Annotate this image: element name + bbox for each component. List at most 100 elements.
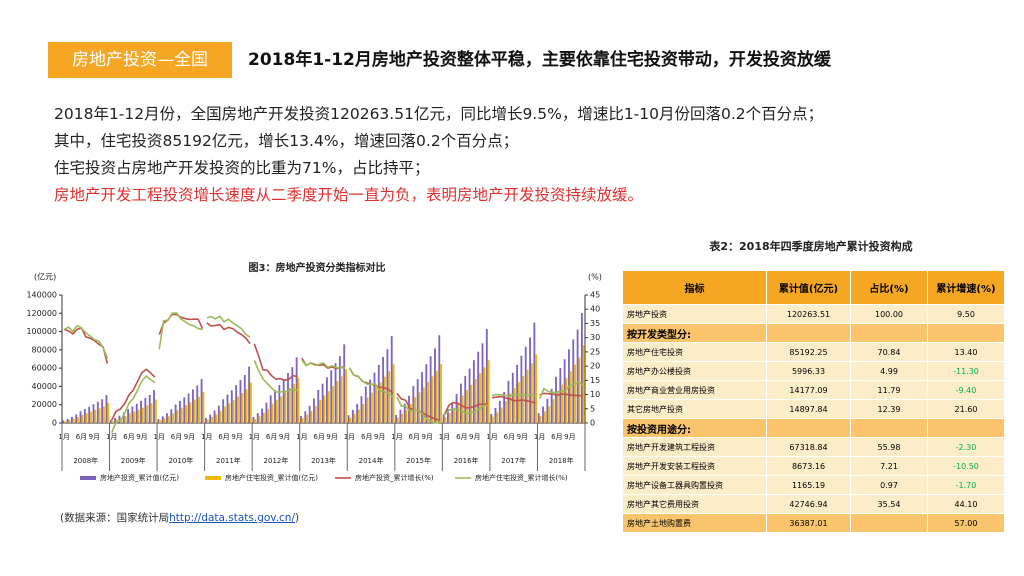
year-label: 2013年 bbox=[311, 456, 336, 465]
table-row: 房地产住宅投资 85192.25 70.84 13.40 bbox=[622, 342, 1005, 362]
bar bbox=[241, 392, 244, 423]
body-line: 住宅投资占房地产开发投资的比重为71%，占比持平； bbox=[54, 159, 430, 177]
bar bbox=[412, 386, 415, 423]
legend-label: 房地产投资_累计值(亿元) bbox=[100, 473, 179, 482]
bar bbox=[345, 369, 347, 423]
y2-tick-label: 20 bbox=[590, 362, 600, 371]
y2-axis-label: (%) bbox=[588, 273, 602, 282]
bar bbox=[92, 404, 95, 423]
bar bbox=[464, 376, 467, 423]
bar bbox=[330, 370, 333, 423]
table-row: 房地产开发安装工程投资 8673.16 7.21 -10.50 bbox=[622, 456, 1005, 476]
year-label: 2009年 bbox=[121, 456, 146, 465]
bar bbox=[340, 376, 343, 423]
bar bbox=[196, 385, 199, 423]
y-tick-label: 60000 bbox=[32, 364, 57, 373]
bar bbox=[185, 405, 188, 423]
bar bbox=[379, 382, 382, 423]
legend-label: 房地产投资_累计增长(%) bbox=[355, 473, 434, 482]
bar bbox=[395, 415, 397, 423]
bar bbox=[466, 390, 468, 423]
bar bbox=[578, 357, 581, 423]
bar bbox=[209, 414, 212, 423]
bar bbox=[79, 411, 82, 423]
x-tick-label: 1月 bbox=[249, 433, 260, 441]
bar bbox=[438, 335, 441, 423]
bar bbox=[128, 413, 131, 423]
bar bbox=[529, 337, 531, 423]
bar bbox=[447, 408, 449, 423]
x-tick-label: 6月 bbox=[171, 433, 182, 441]
header-cell: 累计值(亿元) bbox=[766, 270, 851, 305]
bar bbox=[284, 392, 287, 423]
bar bbox=[258, 416, 261, 423]
table-cell: 其它房地产投资 bbox=[622, 399, 767, 419]
bar bbox=[287, 373, 289, 423]
table-cell: 44.10 bbox=[927, 494, 1005, 514]
bar bbox=[239, 380, 242, 423]
table-cell: -1.70 bbox=[927, 475, 1005, 495]
y-tick-label: 20000 bbox=[32, 400, 57, 409]
bar bbox=[137, 409, 140, 423]
bar bbox=[582, 345, 585, 423]
table-cell: 57.00 bbox=[927, 513, 1005, 533]
bar bbox=[127, 409, 129, 423]
bar bbox=[537, 413, 540, 423]
bar bbox=[211, 417, 213, 423]
bar bbox=[269, 395, 272, 423]
x-tick-label: 6月 bbox=[551, 433, 562, 441]
bar bbox=[262, 412, 265, 423]
bar bbox=[193, 399, 196, 423]
bar bbox=[267, 408, 270, 423]
bar bbox=[470, 384, 473, 423]
bar bbox=[213, 410, 216, 423]
bar bbox=[453, 408, 456, 423]
bar bbox=[172, 413, 175, 423]
source-link[interactable]: http://data.stats.gov.cn/ bbox=[169, 512, 296, 524]
bar bbox=[300, 415, 302, 423]
x-tick-label: 1月 bbox=[296, 433, 307, 441]
bar bbox=[524, 346, 527, 423]
x-tick-label: 9月 bbox=[184, 433, 195, 441]
bar bbox=[526, 369, 529, 423]
table-cell: 85192.25 bbox=[766, 342, 851, 362]
bar bbox=[581, 313, 583, 423]
x-tick-label: 1月 bbox=[534, 433, 545, 441]
data-table: 指标 累计值(亿元) 占比(%) 累计增速(%) 房地产投资 120263.51 100.0… bbox=[622, 270, 1005, 533]
bar bbox=[481, 343, 484, 423]
table-cell: 13.40 bbox=[927, 342, 1005, 362]
x-tick-label: 9月 bbox=[564, 433, 575, 441]
table-row: 房地产设备工器具购置投资 1165.19 0.97 -1.70 bbox=[622, 475, 1005, 495]
table-cell: 房地产商业营业用房投资 bbox=[622, 380, 767, 400]
bar bbox=[347, 415, 350, 423]
table-title: 表2：2018年四季度房地产累计投资构成 bbox=[709, 240, 913, 253]
bar bbox=[356, 403, 359, 423]
bar bbox=[219, 410, 222, 423]
table-cell: 房地产其它费用投资 bbox=[622, 494, 767, 514]
bar bbox=[390, 336, 393, 423]
bar bbox=[505, 401, 507, 423]
bar bbox=[373, 372, 376, 423]
bar bbox=[314, 405, 317, 423]
year-label: 2016年 bbox=[454, 456, 479, 465]
bar bbox=[167, 416, 170, 423]
line-series bbox=[396, 396, 441, 424]
table-cell: -11.30 bbox=[927, 361, 1005, 381]
bar bbox=[75, 414, 78, 423]
y-tick-label: 120000 bbox=[26, 309, 57, 318]
bar bbox=[72, 418, 75, 423]
bar bbox=[349, 417, 352, 423]
bar bbox=[107, 402, 110, 423]
x-tick-label: 1月 bbox=[344, 433, 355, 441]
legend-swatch bbox=[80, 476, 96, 480]
bar bbox=[572, 339, 575, 423]
y-axis-label: (亿元) bbox=[34, 272, 56, 282]
y-tick-label: 140000 bbox=[26, 291, 57, 300]
table-cell: 房地产办公楼投资 bbox=[622, 361, 767, 381]
table-row: 房地产其它费用投资 42746.94 35.54 44.10 bbox=[622, 494, 1005, 514]
body-line: 其中，住宅投资85192亿元，增长13.4%，增速回落0.2个百分点； bbox=[54, 132, 519, 150]
bar bbox=[451, 402, 454, 423]
bar bbox=[561, 384, 564, 423]
bar bbox=[409, 403, 412, 423]
bar bbox=[77, 416, 79, 423]
